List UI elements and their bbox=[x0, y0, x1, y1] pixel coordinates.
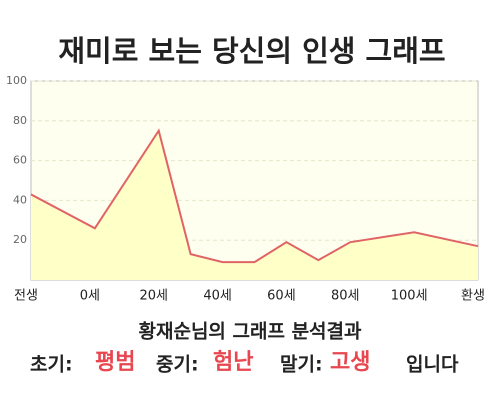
y-tick-label: 100 bbox=[6, 74, 27, 87]
early-label: 초기: bbox=[30, 354, 73, 376]
x-tick-label: 40세 bbox=[203, 289, 232, 304]
y-tick-label: 60 bbox=[13, 154, 27, 167]
y-tick-label: 80 bbox=[13, 114, 27, 127]
line bbox=[30, 128, 479, 264]
late-value: 고생 bbox=[330, 350, 370, 375]
y-tick-label: 40 bbox=[13, 193, 27, 206]
middle-label: 중기: bbox=[156, 354, 199, 376]
x-tick-label: 100세 bbox=[391, 289, 428, 304]
x-tick-label: 60세 bbox=[267, 289, 296, 304]
x-tick-label: 80세 bbox=[331, 289, 360, 304]
late-label: 말기: bbox=[280, 354, 323, 376]
early-value: 평범 bbox=[95, 350, 135, 375]
middle-value: 험난 bbox=[213, 349, 253, 375]
x-tick-label: 20세 bbox=[139, 289, 168, 304]
area bbox=[31, 130, 478, 280]
x-tick-label: 전생 bbox=[14, 289, 38, 304]
ending: 입니다 bbox=[406, 354, 459, 376]
x-tick-label: 환생 bbox=[461, 289, 485, 304]
analysis-heading: 황재순님의 그래프 분석결과 bbox=[139, 320, 363, 343]
chart-title: 재미로 보는 당신의 인생 그래프 bbox=[58, 34, 445, 68]
x-tick-label: 0세 bbox=[80, 289, 100, 304]
y-tick-label: 20 bbox=[13, 233, 27, 246]
